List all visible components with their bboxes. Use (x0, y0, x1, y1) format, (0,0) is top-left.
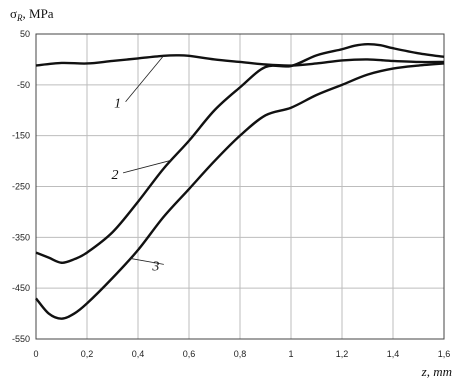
x-tick-label: 1,6 (438, 349, 451, 359)
y-tick-label: -450 (12, 283, 30, 293)
x-tick-label: 0 (33, 349, 38, 359)
x-tick-label: 1,2 (336, 349, 349, 359)
leader-line-2 (122, 159, 172, 174)
x-axis-title: z, mm (421, 364, 452, 379)
leader-lines (122, 55, 172, 265)
y-axis-symbol: σ (10, 6, 17, 21)
series-line-1 (35, 54, 445, 67)
y-axis-title: σR, MPa (10, 6, 54, 23)
y-axis-unit: , MPa (23, 6, 54, 21)
y-tick-label: 50 (20, 29, 30, 39)
curve-label-2: 2 (112, 168, 119, 183)
series-line-3 (35, 62, 445, 320)
y-tick-label: -150 (12, 131, 30, 141)
series-curves (35, 42, 445, 320)
x-tick-label: 1 (288, 349, 293, 359)
x-tick-label: 0,6 (183, 349, 196, 359)
x-tick-label: 0,8 (234, 349, 247, 359)
y-axis-subscript: R (16, 13, 23, 23)
y-tick-label: -550 (12, 334, 30, 344)
grid-lines (35, 33, 445, 340)
x-tick-label: 1,4 (387, 349, 400, 359)
leader-line-3 (130, 258, 164, 265)
curve-label-3: 3 (151, 259, 159, 274)
x-tick-label: 0,2 (81, 349, 94, 359)
y-tick-label: -50 (17, 80, 30, 90)
y-tick-label: -250 (12, 182, 30, 192)
curve-label-1: 1 (114, 97, 121, 112)
x-tick-labels: 0 0,2 0,4 0,6 0,8 1 1,2 1,4 1,6 (33, 349, 450, 359)
x-tick-label: 0,4 (132, 349, 145, 359)
series-line-2 (35, 42, 445, 264)
plot-frame (35, 33, 445, 340)
curve-labels: 1 2 3 (112, 97, 160, 275)
leader-line-1 (125, 55, 164, 102)
y-tick-labels: 50 -50 -150 -250 -350 -450 -550 (12, 29, 30, 344)
y-tick-label: -350 (12, 232, 30, 242)
